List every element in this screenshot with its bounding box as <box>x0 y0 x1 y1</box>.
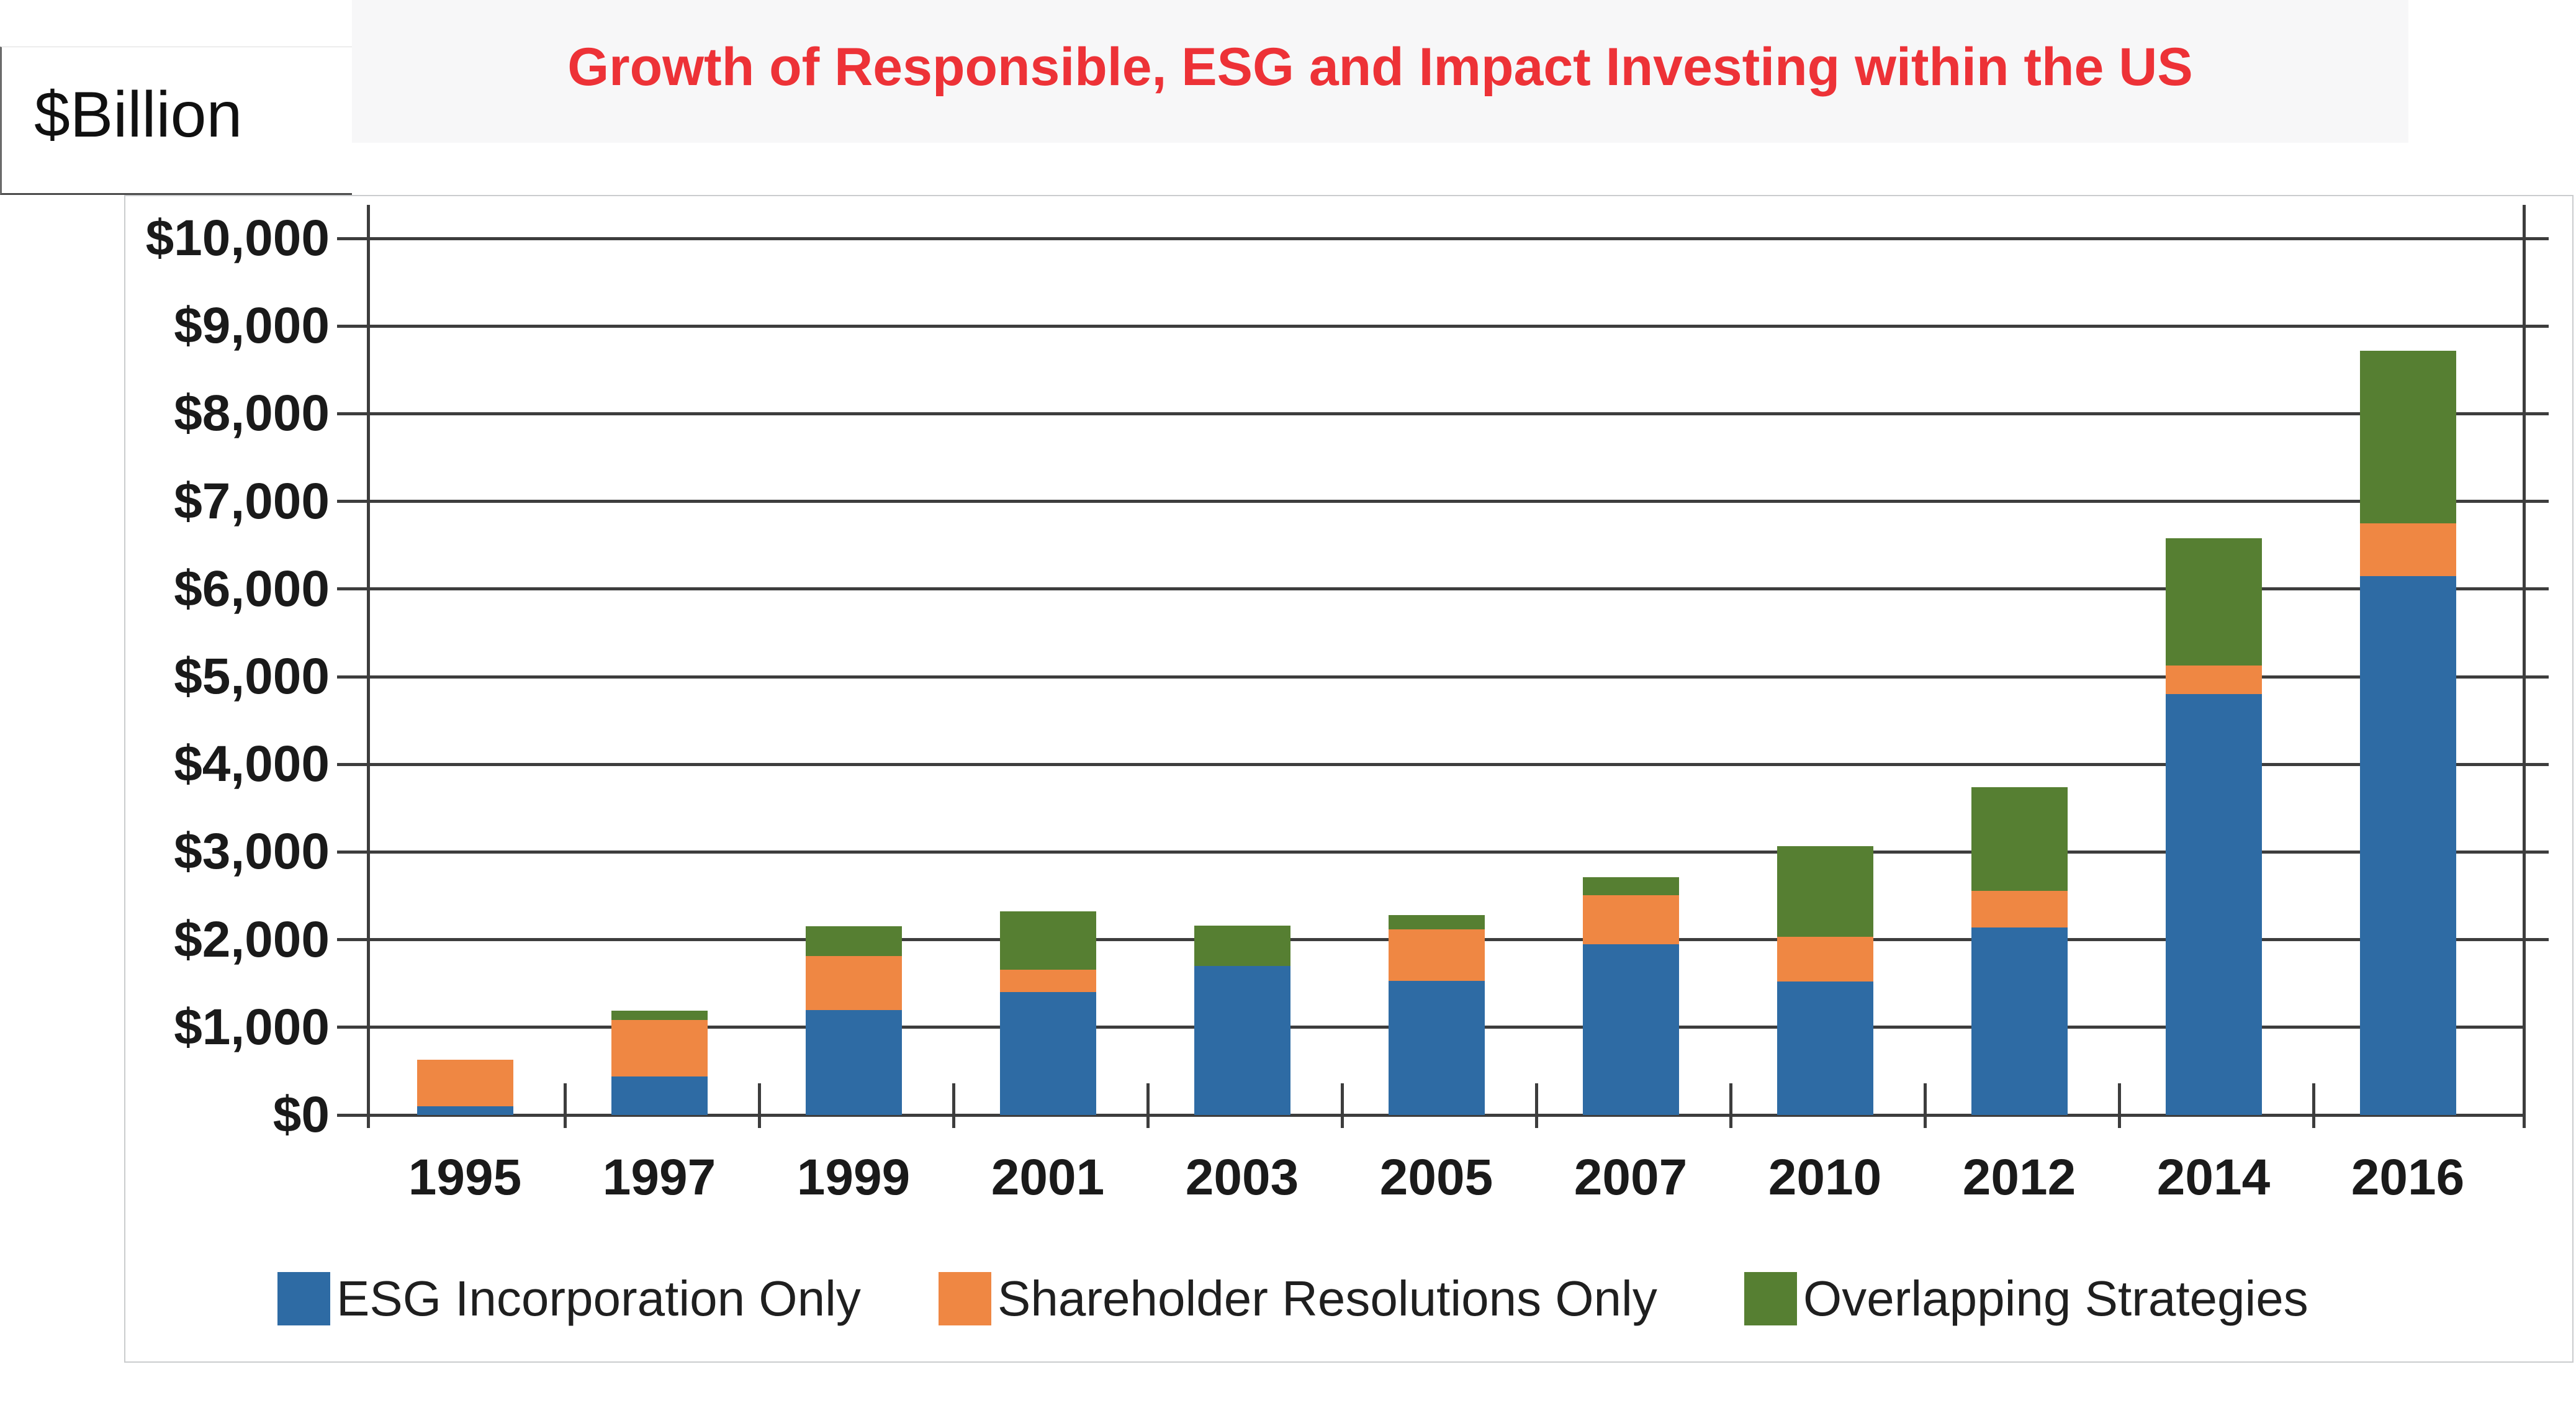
bar-2001-esg-incorporation-only <box>999 992 1096 1115</box>
bar-2012-shareholder-resolutions-only <box>1971 890 2068 927</box>
x-tick-9 <box>2312 1083 2315 1128</box>
x-label-2007: 2007 <box>1574 1149 1688 1206</box>
x-label-2005: 2005 <box>1379 1149 1493 1206</box>
chart-title: Growth of Responsible, ESG and Impact In… <box>567 37 2193 97</box>
x-tick-2 <box>952 1083 955 1128</box>
bar-2016-esg-incorporation-only <box>2359 575 2456 1115</box>
y-tick-label-5000: $5,000 <box>174 648 330 705</box>
x-tick-3 <box>1146 1083 1150 1128</box>
x-label-2003: 2003 <box>1185 1149 1299 1206</box>
x-tick-7 <box>1923 1083 1927 1128</box>
legend-label-esg-incorporation-only: ESG Incorporation Only <box>336 1271 861 1326</box>
bar-2007-esg-incorporation-only <box>1582 944 1679 1115</box>
units-box: $Billion <box>0 47 352 195</box>
bar-2007-overlapping-strategies <box>1582 877 1679 895</box>
y-tick-label-9000: $9,000 <box>174 297 330 354</box>
bar-1997-shareholder-resolutions-only <box>611 1019 708 1076</box>
x-label-2012: 2012 <box>1962 1149 2076 1206</box>
bar-2012-overlapping-strategies <box>1971 787 2068 891</box>
y-tick-label-1000: $1,000 <box>174 998 330 1055</box>
x-tick-5 <box>1534 1083 1538 1128</box>
x-label-2014: 2014 <box>2156 1149 2271 1206</box>
bar-2007-shareholder-resolutions-only <box>1582 895 1679 944</box>
gridline-4000 <box>337 762 2549 766</box>
bar-2001-overlapping-strategies <box>999 911 1096 970</box>
bar-2005-overlapping-strategies <box>1388 915 1485 929</box>
x-label-2010: 2010 <box>1768 1149 1882 1206</box>
bar-2010-shareholder-resolutions-only <box>1777 937 1873 982</box>
x-label-1997: 1997 <box>602 1149 716 1206</box>
bar-1999-esg-incorporation-only <box>805 1009 902 1115</box>
bar-2016-overlapping-strategies <box>2359 350 2456 523</box>
gridline-10000 <box>337 237 2549 240</box>
title-band <box>352 0 2408 143</box>
bar-1999-shareholder-resolutions-only <box>805 956 902 1010</box>
legend-label-shareholder-resolutions-only: Shareholder Resolutions Only <box>998 1271 1657 1326</box>
bar-1995-esg-incorporation-only <box>417 1106 513 1115</box>
bar-1997-overlapping-strategies <box>611 1010 708 1020</box>
y-tick-label-3000: $3,000 <box>174 823 330 880</box>
x-label-2001: 2001 <box>991 1149 1105 1206</box>
y-tick-label-6000: $6,000 <box>174 560 330 617</box>
bar-2012-esg-incorporation-only <box>1971 927 2068 1115</box>
x-label-1995: 1995 <box>408 1149 522 1206</box>
legend-label-overlapping-strategies: Overlapping Strategies <box>1803 1271 2308 1326</box>
bar-2014-esg-incorporation-only <box>2165 694 2262 1115</box>
bar-1997-esg-incorporation-only <box>611 1076 708 1115</box>
y-axis-line <box>366 205 370 1128</box>
y-tick-label-2000: $2,000 <box>174 911 330 968</box>
chart-frame <box>124 195 2574 1363</box>
x-label-1999: 1999 <box>796 1149 911 1206</box>
gridline-7000 <box>337 500 2549 503</box>
bar-2010-overlapping-strategies <box>1777 846 1873 937</box>
x-tick-6 <box>1729 1083 1732 1128</box>
bar-2014-overlapping-strategies <box>2165 538 2262 666</box>
x-tick-4 <box>1340 1083 1344 1128</box>
bar-1999-overlapping-strategies <box>805 926 902 957</box>
bar-2005-shareholder-resolutions-only <box>1388 929 1485 981</box>
units-label: $Billion <box>34 79 243 151</box>
x-tick-8 <box>2117 1083 2121 1128</box>
y-tick-label-7000: $7,000 <box>174 472 330 530</box>
bar-1995-shareholder-resolutions-only <box>417 1060 513 1106</box>
gridline-6000 <box>337 587 2549 591</box>
x-label-2016: 2016 <box>2351 1149 2465 1206</box>
gridline-9000 <box>337 324 2549 328</box>
x-tick-0 <box>563 1083 567 1128</box>
y-tick-label-4000: $4,000 <box>174 736 330 793</box>
bar-2005-esg-incorporation-only <box>1388 980 1485 1115</box>
bar-2003-overlapping-strategies <box>1194 926 1290 966</box>
bar-2010-esg-incorporation-only <box>1777 982 1873 1115</box>
legend-swatch-shareholder-resolutions-only <box>939 1272 991 1325</box>
plot-right-frame-line <box>2522 205 2526 1128</box>
gridline-3000 <box>337 850 2549 854</box>
y-tick-label-10000: $10,000 <box>145 210 330 266</box>
legend-swatch-overlapping-strategies <box>1744 1272 1797 1325</box>
gridline-0 <box>337 1113 2524 1117</box>
x-tick-1 <box>757 1083 761 1128</box>
gridline-8000 <box>337 412 2549 415</box>
bar-2016-shareholder-resolutions-only <box>2359 523 2456 576</box>
y-tick-label-8000: $8,000 <box>174 385 330 442</box>
bar-2001-shareholder-resolutions-only <box>999 969 1096 993</box>
bar-2014-shareholder-resolutions-only <box>2165 665 2262 695</box>
legend-swatch-esg-incorporation-only <box>277 1272 330 1325</box>
bar-2003-esg-incorporation-only <box>1194 965 1290 1115</box>
y-tick-label-0: $0 <box>272 1086 330 1143</box>
gridline-5000 <box>337 675 2549 679</box>
